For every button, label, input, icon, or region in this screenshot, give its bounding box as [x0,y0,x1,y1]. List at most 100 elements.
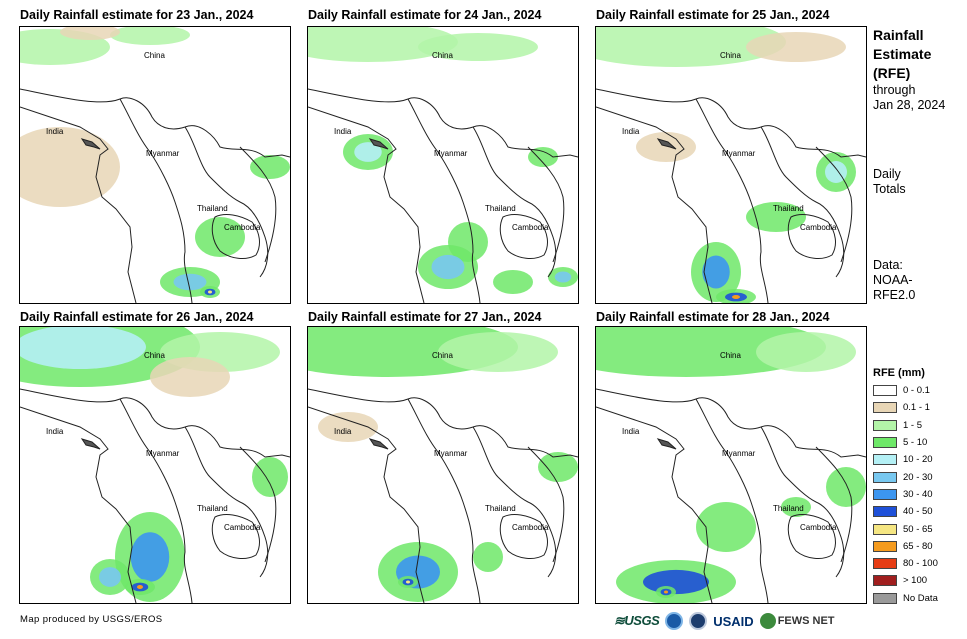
rfe-legend: RFE (mm) 0 - 0.1 0.1 - 1 1 - 5 5 - 10 10 - 2… [873,367,938,607]
legend-row: 40 - 50 [873,503,938,520]
legend-label: 5 - 10 [903,437,928,449]
legend-label: 50 - 65 [903,523,933,535]
legend-row: 50 - 65 [873,520,938,537]
legend-row: 10 - 20 [873,451,938,468]
legend-label: 10 - 20 [903,454,933,466]
label-thailand: Thailand [773,204,804,213]
state-dept-seal-icon [689,612,708,630]
legend-swatch [873,523,897,535]
legend-row: 5 - 10 [873,434,938,451]
label-cambodia: Cambodia [224,523,261,532]
panel-title-1: Daily Rainfall estimate for 23 Jan., 202… [20,8,254,22]
label-india: India [334,427,352,436]
fews-net-text: FEWS NET [777,615,835,627]
legend-row: > 100 [873,572,938,589]
label-myanmar: Myanmar [146,449,180,458]
label-china: China [144,51,165,60]
globe-icon [759,613,776,629]
label-thailand: Thailand [485,504,516,513]
legend-row: 30 - 40 [873,486,938,503]
label-india: India [622,127,640,136]
usaid-logo: USAID [713,613,754,629]
legend-swatch [873,592,897,604]
map-panel-6: China India Myanmar Thailand Cambodia [595,326,867,604]
label-china: China [432,351,453,360]
fews-net-logo: FEWS NET [759,613,835,629]
panel-title-3: Daily Rainfall estimate for 25 Jan., 202… [596,8,830,22]
legend-label: 20 - 30 [903,471,933,483]
label-china: China [432,51,453,60]
partner-logos: ≋USGS USAID FEWS NET [614,609,835,633]
legend-swatch [873,488,897,500]
side-title-line-1: Rainfall [873,27,924,43]
label-india: India [46,127,64,136]
side-title-line-3: (RFE) [873,65,911,81]
legend-title: RFE (mm) [873,367,925,379]
legend-swatch [873,471,897,483]
label-cambodia: Cambodia [800,223,837,232]
side-date: Jan 28, 2024 [873,98,946,112]
legend-swatch [873,558,897,570]
legend-label: 30 - 40 [903,488,933,500]
legend-swatch [873,454,897,466]
legend-label: > 100 [903,575,928,587]
map-panel-5: China India Myanmar Thailand Cambodia [307,326,579,604]
label-india: India [46,427,64,436]
label-thailand: Thailand [197,204,228,213]
side-daily-totals: Daily Totals [873,167,906,197]
label-china: China [720,351,741,360]
panel-title-6: Daily Rainfall estimate for 28 Jan., 202… [596,310,830,324]
panel-title-2: Daily Rainfall estimate for 24 Jan., 202… [308,8,542,22]
label-myanmar: Myanmar [146,149,180,158]
panel-title-4: Daily Rainfall estimate for 26 Jan., 202… [20,310,254,324]
legend-label: No Data [903,592,938,604]
legend-swatch [873,575,897,587]
label-thailand: Thailand [197,504,228,513]
panel-title-5: Daily Rainfall estimate for 27 Jan., 202… [308,310,542,324]
label-cambodia: Cambodia [800,523,837,532]
label-myanmar: Myanmar [434,449,468,458]
legend-label: 80 - 100 [903,558,938,570]
legend-row: No Data [873,590,938,607]
legend-label: 0 - 0.1 [903,385,930,397]
rainfall-map [308,327,578,603]
legend-row: 1 - 5 [873,417,938,434]
rainfall-map [308,27,578,303]
side-totals: Totals [873,182,906,196]
legend-row: 0 - 0.1 [873,382,938,399]
usgs-logo: ≋USGS [614,613,660,628]
side-source-2: RFE2.0 [873,288,916,302]
legend-row: 20 - 30 [873,468,938,485]
legend-swatch [873,402,897,414]
legend-row: 80 - 100 [873,555,938,572]
rainfall-map [20,327,290,603]
side-source-1: NOAA- [873,273,913,287]
side-title: Rainfall Estimate (RFE) through Jan 28, … [873,26,945,113]
legend-label: 0.1 - 1 [903,402,930,414]
label-china: China [720,51,741,60]
map-credit: Map produced by USGS/EROS [20,614,163,625]
legend-label: 40 - 50 [903,506,933,518]
side-through: through [873,83,916,97]
rainfall-map [596,327,866,603]
label-myanmar: Myanmar [722,449,756,458]
side-daily: Daily [873,167,901,181]
noaa-logo-icon [665,612,684,630]
label-myanmar: Myanmar [434,149,468,158]
legend-swatch [873,437,897,449]
label-india: India [334,127,352,136]
legend-row: 65 - 80 [873,538,938,555]
label-china: China [144,351,165,360]
map-panel-2: China India Myanmar Thailand Cambodia [307,26,579,304]
legend-swatch [873,385,897,397]
legend-swatch [873,506,897,518]
side-title-line-2: Estimate [873,46,932,62]
label-india: India [622,427,640,436]
label-thailand: Thailand [773,504,804,513]
legend-swatch [873,419,897,431]
side-data-label: Data: [873,258,903,272]
rainfall-map [20,27,290,303]
legend-swatch [873,540,897,552]
label-cambodia: Cambodia [512,223,549,232]
label-cambodia: Cambodia [224,223,261,232]
